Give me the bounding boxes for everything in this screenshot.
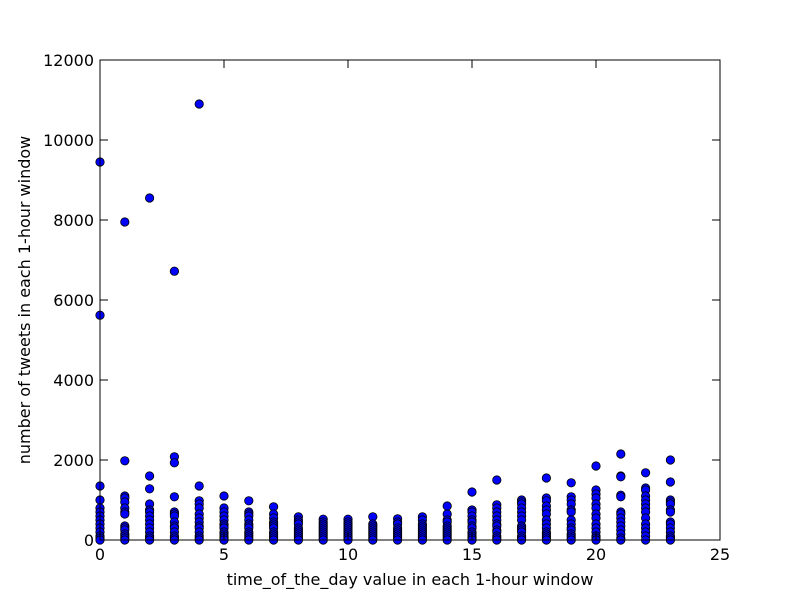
y-tick-label: 6000 bbox=[53, 291, 94, 310]
data-point bbox=[591, 461, 601, 471]
tick-labels-layer: 0 5 10 15 20 25 0 2000 4000 6000 8000 10000 12000 bbox=[43, 51, 730, 564]
data-point bbox=[145, 484, 155, 494]
data-point bbox=[194, 481, 204, 491]
data-point bbox=[616, 449, 626, 459]
x-tick-label: 0 bbox=[95, 545, 105, 564]
y-tick-label: 10000 bbox=[43, 131, 94, 150]
x-tick-label: 15 bbox=[462, 545, 482, 564]
y-tick-label: 2000 bbox=[53, 451, 94, 470]
data-point bbox=[145, 193, 155, 203]
x-tick-label: 5 bbox=[219, 545, 229, 564]
data-point bbox=[665, 477, 676, 487]
data-point bbox=[467, 487, 477, 497]
x-tick-label: 10 bbox=[338, 545, 358, 564]
data-point bbox=[616, 492, 626, 502]
ticks-layer bbox=[99, 59, 721, 541]
data-point bbox=[169, 492, 179, 502]
data-point bbox=[665, 455, 676, 465]
data-point bbox=[120, 456, 130, 466]
y-tick-label: 4000 bbox=[53, 371, 94, 390]
data-point bbox=[169, 266, 179, 276]
data-point bbox=[566, 478, 576, 488]
data-point bbox=[492, 475, 502, 485]
data-point bbox=[566, 507, 576, 517]
data-point bbox=[616, 472, 626, 482]
x-axis-label: time_of_the_day value in each 1-hour win… bbox=[227, 570, 594, 590]
y-tick-label: 0 bbox=[84, 531, 94, 550]
data-point bbox=[145, 471, 155, 481]
data-point bbox=[219, 491, 229, 501]
points-layer bbox=[95, 99, 676, 545]
data-point bbox=[541, 473, 552, 483]
y-axis-label: number of tweets in each 1-hour window bbox=[15, 136, 34, 465]
data-point bbox=[120, 217, 130, 227]
data-point bbox=[640, 468, 651, 478]
data-point bbox=[442, 501, 452, 511]
data-point bbox=[665, 507, 676, 517]
y-tick-label: 8000 bbox=[53, 211, 94, 230]
x-tick-label: 25 bbox=[710, 545, 730, 564]
x-tick-label: 20 bbox=[586, 545, 606, 564]
plot-frame bbox=[99, 59, 721, 541]
y-tick-label: 12000 bbox=[43, 51, 94, 70]
data-point bbox=[169, 458, 179, 468]
data-point bbox=[120, 509, 130, 519]
data-point bbox=[244, 496, 254, 506]
data-point bbox=[194, 99, 204, 109]
